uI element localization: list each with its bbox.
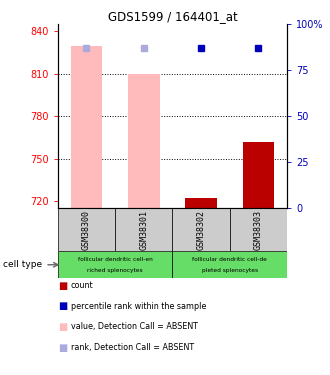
Text: follicular dendritic cell-de: follicular dendritic cell-de: [192, 257, 267, 262]
Text: pleted splenocytes: pleted splenocytes: [202, 268, 258, 273]
Text: count: count: [71, 281, 94, 290]
Text: GSM38300: GSM38300: [82, 210, 91, 250]
Text: ■: ■: [58, 281, 67, 291]
Text: ■: ■: [58, 343, 67, 352]
Bar: [58, 208, 115, 251]
Bar: [173, 251, 287, 278]
Text: GSM38303: GSM38303: [254, 210, 263, 250]
Bar: [71, 46, 102, 208]
Bar: [243, 142, 274, 208]
Title: GDS1599 / 164401_at: GDS1599 / 164401_at: [108, 10, 237, 23]
Text: ■: ■: [58, 322, 67, 332]
Bar: [128, 74, 159, 208]
Text: ■: ■: [58, 302, 67, 311]
Text: rank, Detection Call = ABSENT: rank, Detection Call = ABSENT: [71, 343, 194, 352]
Bar: [230, 208, 287, 251]
Text: value, Detection Call = ABSENT: value, Detection Call = ABSENT: [71, 322, 198, 332]
Text: cell type: cell type: [3, 260, 43, 269]
Bar: [173, 208, 230, 251]
Bar: [58, 251, 173, 278]
Bar: [185, 198, 217, 208]
Text: follicular dendritic cell-en: follicular dendritic cell-en: [78, 257, 152, 262]
Text: riched splenocytes: riched splenocytes: [87, 268, 143, 273]
Bar: [115, 208, 173, 251]
Text: GSM38301: GSM38301: [139, 210, 148, 250]
Text: GSM38302: GSM38302: [197, 210, 206, 250]
Text: percentile rank within the sample: percentile rank within the sample: [71, 302, 206, 311]
